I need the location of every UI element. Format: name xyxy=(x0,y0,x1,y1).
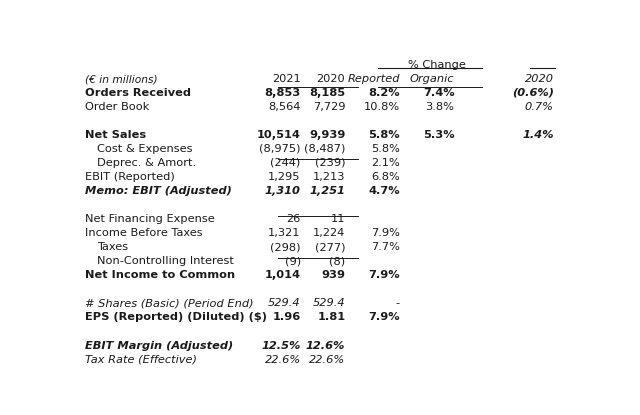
Text: 4.7%: 4.7% xyxy=(368,186,400,196)
Text: 1.81: 1.81 xyxy=(317,312,346,322)
Text: 2.1%: 2.1% xyxy=(371,158,400,168)
Text: 7,729: 7,729 xyxy=(313,102,346,112)
Text: 8.2%: 8.2% xyxy=(368,88,400,98)
Text: Net Income to Common: Net Income to Common xyxy=(85,270,235,280)
Text: (8,487): (8,487) xyxy=(304,144,346,154)
Text: 7.9%: 7.9% xyxy=(368,312,400,322)
Text: 10,514: 10,514 xyxy=(257,129,301,140)
Text: EBIT (Reported): EBIT (Reported) xyxy=(85,172,175,182)
Text: 7.7%: 7.7% xyxy=(371,242,400,252)
Text: 11: 11 xyxy=(331,214,346,224)
Text: 8,564: 8,564 xyxy=(268,102,301,112)
Text: Organic: Organic xyxy=(410,74,454,84)
Text: Net Sales: Net Sales xyxy=(85,129,146,140)
Text: (8): (8) xyxy=(329,256,346,266)
Text: (€ in millions): (€ in millions) xyxy=(85,75,157,85)
Text: 1,224: 1,224 xyxy=(313,228,346,238)
Text: 8,853: 8,853 xyxy=(264,88,301,98)
Text: 8,185: 8,185 xyxy=(309,88,346,98)
Text: 12.6%: 12.6% xyxy=(306,341,346,351)
Text: Memo: EBIT (Adjusted): Memo: EBIT (Adjusted) xyxy=(85,186,232,196)
Text: # Shares (Basic) (Period End): # Shares (Basic) (Period End) xyxy=(85,298,253,308)
Text: 1,213: 1,213 xyxy=(313,172,346,182)
Text: 3.8%: 3.8% xyxy=(426,102,454,112)
Text: 26: 26 xyxy=(287,214,301,224)
Text: (244): (244) xyxy=(271,158,301,168)
Text: (9): (9) xyxy=(285,256,301,266)
Text: 529.4: 529.4 xyxy=(268,298,301,308)
Text: (0.6%): (0.6%) xyxy=(512,88,554,98)
Text: 9,939: 9,939 xyxy=(309,129,346,140)
Text: 22.6%: 22.6% xyxy=(264,355,301,365)
Text: 10.8%: 10.8% xyxy=(364,102,400,112)
Text: (239): (239) xyxy=(315,158,346,168)
Text: 1,295: 1,295 xyxy=(268,172,301,182)
Text: 1,014: 1,014 xyxy=(265,270,301,280)
Text: (8,975): (8,975) xyxy=(259,144,301,154)
Text: 1.96: 1.96 xyxy=(273,312,301,322)
Text: 2020: 2020 xyxy=(525,74,554,84)
Text: 939: 939 xyxy=(321,270,346,280)
Text: Order Book: Order Book xyxy=(85,102,149,112)
Text: 6.8%: 6.8% xyxy=(371,172,400,182)
Text: Non-Controlling Interest: Non-Controlling Interest xyxy=(97,256,234,266)
Text: Tax Rate (Effective): Tax Rate (Effective) xyxy=(85,355,197,365)
Text: 5.3%: 5.3% xyxy=(423,129,454,140)
Text: -: - xyxy=(396,298,400,308)
Text: 1,251: 1,251 xyxy=(310,186,346,196)
Text: 1,321: 1,321 xyxy=(268,228,301,238)
Text: EPS (Reported) (Diluted) ($): EPS (Reported) (Diluted) ($) xyxy=(85,312,267,322)
Text: 5.8%: 5.8% xyxy=(368,129,400,140)
Text: 7.9%: 7.9% xyxy=(371,228,400,238)
Text: 1,310: 1,310 xyxy=(265,186,301,196)
Text: 2021: 2021 xyxy=(272,74,301,84)
Text: Deprec. & Amort.: Deprec. & Amort. xyxy=(97,158,196,168)
Text: Orders Received: Orders Received xyxy=(85,88,191,98)
Text: 529.4: 529.4 xyxy=(313,298,346,308)
Text: Reported: Reported xyxy=(348,74,400,84)
Text: 12.5%: 12.5% xyxy=(261,341,301,351)
Text: 2020: 2020 xyxy=(317,74,346,84)
Text: EBIT Margin (Adjusted): EBIT Margin (Adjusted) xyxy=(85,341,233,351)
Text: 7.4%: 7.4% xyxy=(423,88,454,98)
Text: Cost & Expenses: Cost & Expenses xyxy=(97,144,193,154)
Text: 0.7%: 0.7% xyxy=(525,102,554,112)
Text: Income Before Taxes: Income Before Taxes xyxy=(85,228,203,238)
Text: 22.6%: 22.6% xyxy=(309,355,346,365)
Text: % Change: % Change xyxy=(408,60,466,70)
Text: (277): (277) xyxy=(315,242,346,252)
Text: 5.8%: 5.8% xyxy=(371,144,400,154)
Text: 7.9%: 7.9% xyxy=(368,270,400,280)
Text: Net Financing Expense: Net Financing Expense xyxy=(85,214,214,224)
Text: (298): (298) xyxy=(270,242,301,252)
Text: 1.4%: 1.4% xyxy=(522,129,554,140)
Text: Taxes: Taxes xyxy=(97,242,129,252)
